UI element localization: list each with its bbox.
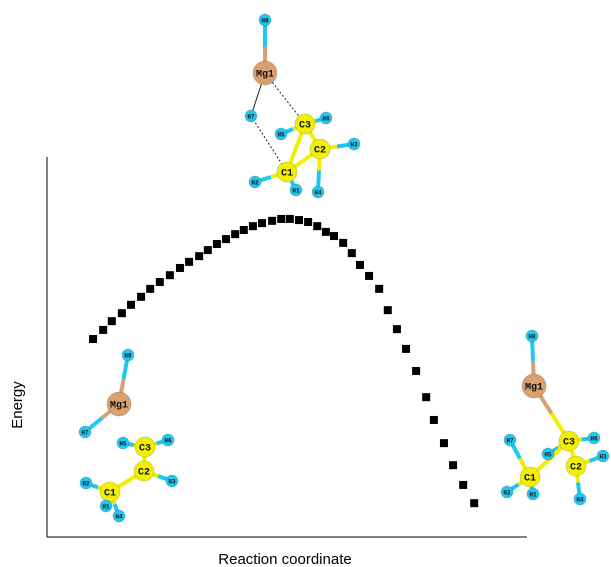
point bbox=[393, 325, 401, 333]
atom-label: C1 bbox=[104, 489, 116, 500]
atom-label: C2 bbox=[570, 463, 582, 474]
page: {"chart_data": {"type": "scatter", "x_la… bbox=[0, 0, 611, 567]
point bbox=[286, 215, 294, 223]
point bbox=[231, 230, 239, 238]
point bbox=[268, 217, 276, 225]
point bbox=[185, 258, 193, 266]
point bbox=[99, 326, 107, 334]
point bbox=[204, 246, 212, 254]
point bbox=[430, 416, 438, 424]
atom-label: H8 bbox=[261, 18, 269, 25]
point bbox=[470, 499, 478, 507]
point bbox=[422, 393, 430, 401]
atom-label: H5 bbox=[544, 452, 552, 459]
point bbox=[108, 317, 116, 325]
chart: Energy Reaction coordinate H8 Mg1 H7 H5 C3 H6… bbox=[0, 0, 611, 567]
atom-label: H2 bbox=[503, 490, 511, 497]
atom-label: H1 bbox=[529, 492, 537, 499]
point bbox=[375, 285, 383, 293]
atom-label: H7 bbox=[506, 438, 514, 445]
atom-label: C1 bbox=[524, 474, 536, 485]
point bbox=[348, 249, 356, 257]
atom-label: H6 bbox=[164, 438, 172, 445]
point bbox=[356, 261, 364, 269]
atom-label: H5 bbox=[277, 132, 285, 139]
point bbox=[166, 271, 174, 279]
point bbox=[89, 335, 97, 343]
point bbox=[195, 252, 203, 260]
point bbox=[127, 301, 135, 309]
atom-label: H4 bbox=[115, 514, 123, 521]
x-axis-label: Reaction coordinate bbox=[218, 551, 351, 567]
atom-label: H8 bbox=[528, 334, 536, 341]
point bbox=[330, 232, 338, 240]
atom-label: H7 bbox=[247, 114, 255, 121]
atom-label: Mg1 bbox=[525, 383, 543, 394]
atom-label: H4 bbox=[576, 497, 584, 504]
point bbox=[213, 240, 221, 248]
atom-label: C3 bbox=[139, 444, 151, 455]
atom-label: H7 bbox=[81, 430, 89, 437]
point bbox=[137, 293, 145, 301]
point bbox=[258, 219, 266, 227]
point bbox=[339, 239, 347, 247]
atom-label: H8 bbox=[124, 353, 132, 360]
point bbox=[402, 345, 410, 353]
atom-label: C3 bbox=[299, 121, 311, 132]
point bbox=[146, 285, 154, 293]
point bbox=[384, 306, 392, 314]
atom-label: H3 bbox=[168, 479, 176, 486]
point bbox=[365, 272, 373, 280]
point bbox=[295, 216, 303, 224]
point bbox=[156, 278, 164, 286]
atom-label: H1 bbox=[292, 188, 300, 195]
atom-label: H2 bbox=[251, 180, 259, 187]
atom-label: H3 bbox=[350, 142, 358, 149]
atom-label: C2 bbox=[314, 146, 326, 157]
point bbox=[440, 439, 448, 447]
point bbox=[304, 218, 312, 226]
atom-label: H4 bbox=[314, 190, 322, 197]
point bbox=[277, 215, 285, 223]
atom-label: C3 bbox=[563, 438, 575, 449]
point bbox=[322, 228, 330, 236]
atom-label: H2 bbox=[82, 481, 90, 488]
y-axis-label: Energy bbox=[9, 381, 26, 429]
point bbox=[249, 222, 257, 230]
point bbox=[412, 367, 420, 375]
atom-label: H1 bbox=[102, 504, 110, 511]
atom-label: Mg1 bbox=[110, 401, 128, 412]
atom-label: H5 bbox=[119, 441, 127, 448]
point bbox=[176, 264, 184, 272]
point bbox=[459, 481, 467, 489]
point bbox=[240, 226, 248, 234]
atom-label: H3 bbox=[599, 454, 607, 461]
atom-label: C1 bbox=[281, 169, 293, 180]
atom-label: H6 bbox=[322, 116, 330, 123]
point bbox=[222, 235, 230, 243]
atom-label: C2 bbox=[138, 468, 150, 479]
point bbox=[313, 222, 321, 230]
atom-label: H6 bbox=[590, 436, 598, 443]
point bbox=[449, 461, 457, 469]
atom-label: Mg1 bbox=[256, 70, 274, 81]
point bbox=[118, 309, 126, 317]
